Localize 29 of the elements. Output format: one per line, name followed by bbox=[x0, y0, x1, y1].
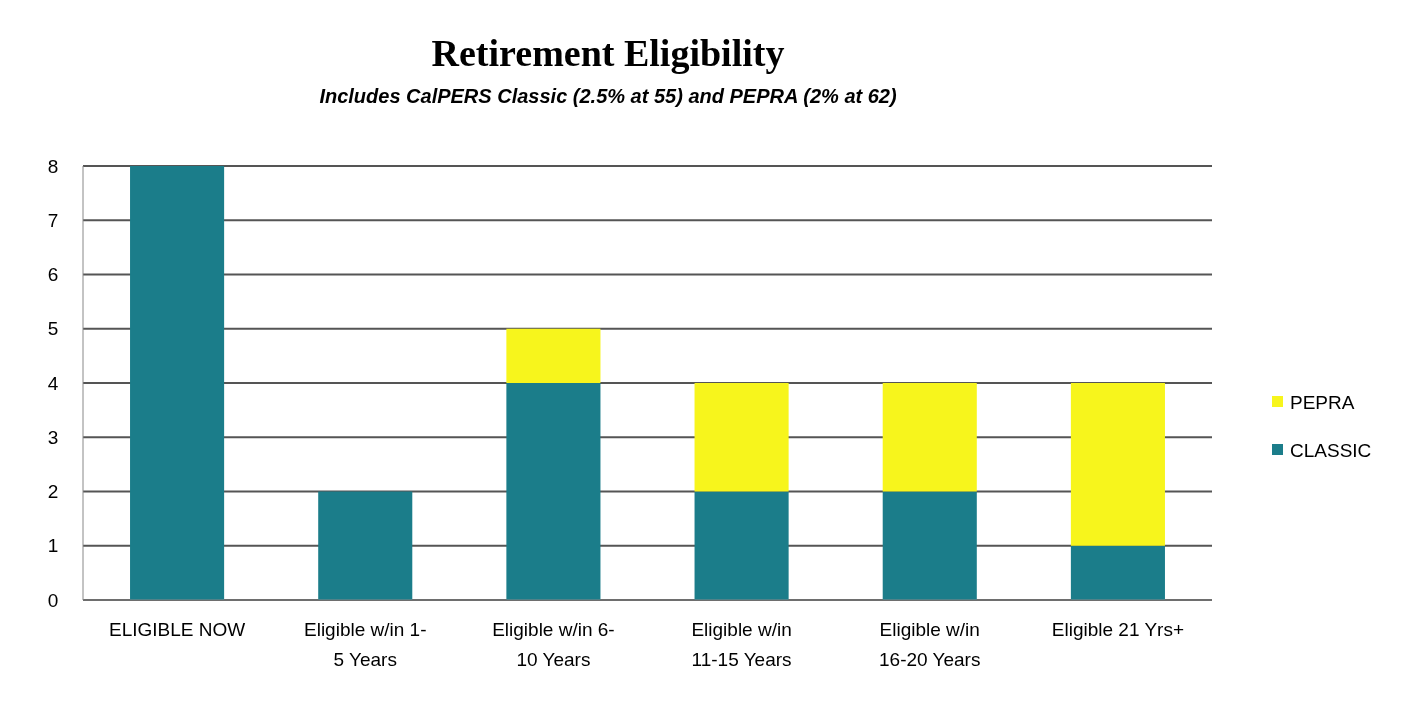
y-tick-label: 6 bbox=[47, 264, 59, 286]
y-tick-label: 5 bbox=[47, 318, 59, 340]
bar bbox=[882, 491, 977, 600]
chart-title: Retirement Eligibility bbox=[431, 32, 785, 74]
bar bbox=[130, 166, 225, 600]
bar bbox=[694, 491, 789, 600]
bar bbox=[506, 383, 601, 600]
y-tick-label: 2 bbox=[47, 481, 59, 503]
y-tick-label: 8 bbox=[47, 155, 59, 177]
bar bbox=[506, 328, 601, 383]
y-tick-label: 4 bbox=[47, 372, 59, 394]
x-tick-label: ELIGIBLE NOW bbox=[108, 619, 246, 640]
bar bbox=[694, 383, 789, 492]
y-tick-label: 7 bbox=[47, 209, 59, 231]
x-tick-label: Eligible 21 Yrs+ bbox=[1051, 619, 1185, 640]
x-tick-label: Eligible w/in 1-5 Years bbox=[304, 619, 427, 670]
x-tick-label: Eligible w/in 16-20 Years bbox=[879, 619, 981, 670]
bar bbox=[318, 491, 413, 600]
y-tick-label: 0 bbox=[47, 589, 59, 611]
x-tick-label: Eligible w/in 11-15 Years bbox=[691, 619, 792, 670]
x-tick-label: Eligible w/in 6-10 Years bbox=[492, 619, 615, 670]
y-tick-label: 1 bbox=[47, 535, 59, 557]
legend-label: PEPRA bbox=[1290, 391, 1355, 413]
legend-label: CLASSIC bbox=[1290, 439, 1372, 461]
bar bbox=[1070, 383, 1165, 546]
bar bbox=[1070, 545, 1165, 600]
bar bbox=[882, 383, 977, 492]
y-tick-label: 3 bbox=[47, 426, 59, 448]
chart-subtitle: Includes CalPERS Classic (2.5% at 55) and PEPRA (2% at 62) bbox=[319, 85, 897, 107]
